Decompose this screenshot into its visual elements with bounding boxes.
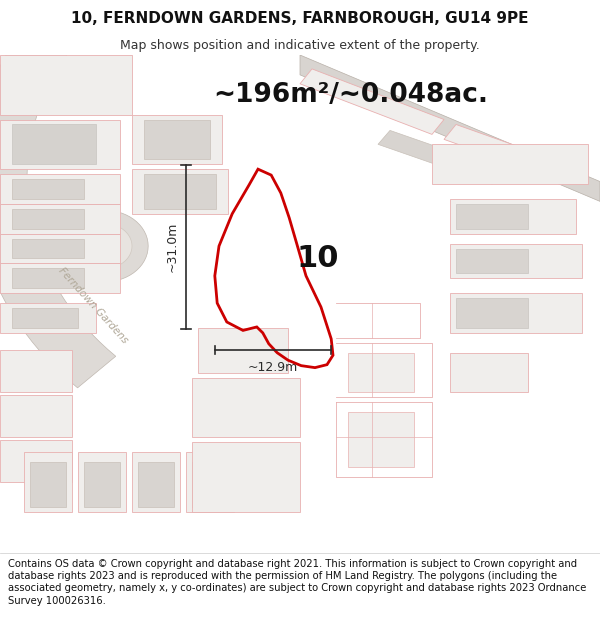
Polygon shape <box>192 442 300 511</box>
Polygon shape <box>12 209 84 229</box>
Polygon shape <box>300 55 600 201</box>
Polygon shape <box>348 412 414 467</box>
Polygon shape <box>450 199 576 234</box>
Text: 10: 10 <box>297 244 339 273</box>
Polygon shape <box>456 298 528 328</box>
Polygon shape <box>132 452 180 511</box>
Text: ~31.0m: ~31.0m <box>166 222 179 272</box>
Polygon shape <box>30 462 66 507</box>
Polygon shape <box>132 114 222 164</box>
Polygon shape <box>12 124 96 164</box>
Polygon shape <box>144 119 210 159</box>
Polygon shape <box>456 249 528 273</box>
Polygon shape <box>0 395 72 437</box>
Polygon shape <box>138 462 174 507</box>
Text: Contains OS data © Crown copyright and database right 2021. This information is : Contains OS data © Crown copyright and d… <box>8 559 586 606</box>
Polygon shape <box>24 452 72 511</box>
Text: ~12.9m: ~12.9m <box>248 361 298 374</box>
Polygon shape <box>144 174 216 209</box>
Polygon shape <box>12 239 84 259</box>
Polygon shape <box>0 119 120 169</box>
Polygon shape <box>78 224 132 268</box>
Polygon shape <box>0 439 72 482</box>
Polygon shape <box>84 462 120 507</box>
Polygon shape <box>62 211 148 282</box>
Polygon shape <box>456 204 528 229</box>
Polygon shape <box>132 169 228 214</box>
Polygon shape <box>0 0 330 388</box>
Polygon shape <box>432 144 588 184</box>
Text: ~196m²/~0.048ac.: ~196m²/~0.048ac. <box>213 82 488 108</box>
Polygon shape <box>450 244 582 278</box>
Polygon shape <box>378 131 504 184</box>
Polygon shape <box>0 174 120 204</box>
Polygon shape <box>0 234 120 263</box>
Polygon shape <box>186 452 234 511</box>
Polygon shape <box>450 352 528 392</box>
Text: Map shows position and indicative extent of the property.: Map shows position and indicative extent… <box>120 39 480 51</box>
Polygon shape <box>12 268 84 288</box>
Polygon shape <box>300 69 444 134</box>
Text: 10, FERNDOWN GARDENS, FARNBOROUGH, GU14 9PE: 10, FERNDOWN GARDENS, FARNBOROUGH, GU14 … <box>71 11 529 26</box>
Polygon shape <box>0 350 72 392</box>
Text: Ferndown Gardens: Ferndown Gardens <box>56 266 130 346</box>
Polygon shape <box>0 204 120 234</box>
Polygon shape <box>0 303 96 333</box>
Polygon shape <box>444 124 540 169</box>
Polygon shape <box>450 293 582 333</box>
Polygon shape <box>0 263 120 293</box>
Polygon shape <box>12 179 84 199</box>
Polygon shape <box>12 308 78 328</box>
Polygon shape <box>78 452 126 511</box>
Polygon shape <box>198 328 288 372</box>
Polygon shape <box>192 462 228 507</box>
Polygon shape <box>348 352 414 392</box>
Polygon shape <box>192 378 300 437</box>
Polygon shape <box>0 55 132 114</box>
